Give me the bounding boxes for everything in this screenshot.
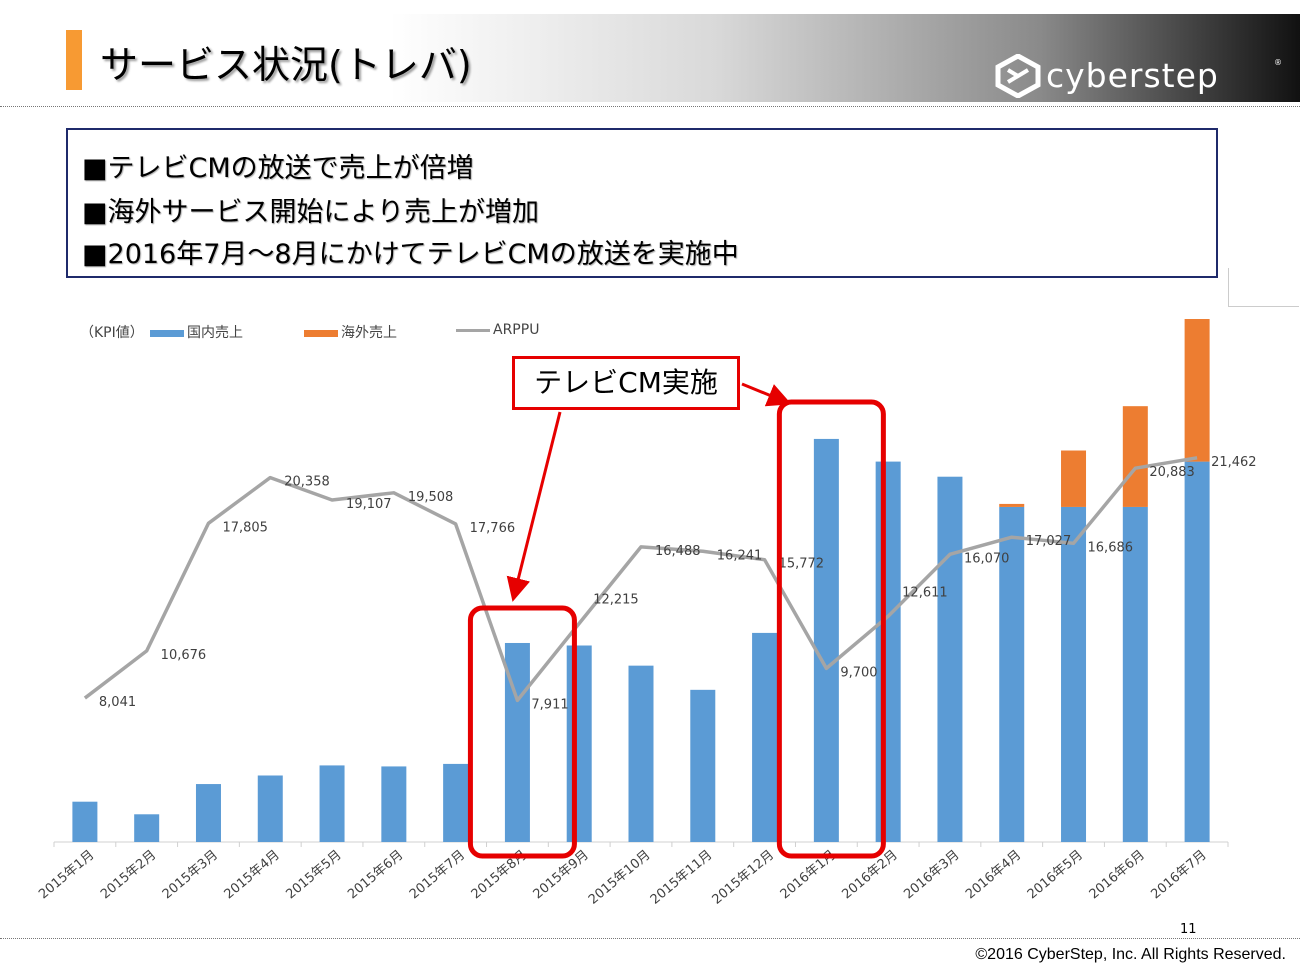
bar-domestic <box>628 665 654 842</box>
arppu-data-label: 20,883 <box>1149 465 1195 480</box>
legend-label-arppu: ARPPU <box>493 322 540 338</box>
arppu-data-label: 7,911 <box>531 697 568 712</box>
arppu-data-label: 16,070 <box>964 551 1010 566</box>
summary-bullet: ■海外サービス開始により売上が増加 <box>82 197 539 228</box>
arppu-data-label: 9,700 <box>840 665 877 680</box>
arppu-data-label: 17,766 <box>470 521 516 536</box>
legend-item-domestic: 国内売上 <box>150 322 243 342</box>
arppu-data-label: 17,027 <box>1026 534 1072 549</box>
arppu-data-label: 16,488 <box>655 544 701 559</box>
page-number: 11 <box>1180 922 1197 937</box>
summary-bullet: ■2016年7月～8月にかけてテレビCMの放送を実施中 <box>82 239 739 270</box>
logo-wordmark: cyberstep <box>1046 56 1219 95</box>
legend-item-arppu: ARPPU <box>456 322 539 342</box>
page-title: サービス状況(トレバ) <box>100 43 472 87</box>
arppu-data-label: 17,805 <box>222 520 268 535</box>
callout-arrow <box>741 382 792 407</box>
bar-domestic <box>1184 461 1210 842</box>
footer-divider <box>0 938 1300 939</box>
bar-overseas <box>1184 319 1210 462</box>
legend-swatch-arppu <box>456 328 490 332</box>
x-tick-label: 2016年4月 <box>963 848 1024 903</box>
bar-domestic <box>381 766 407 842</box>
bar-domestic <box>195 784 221 842</box>
highlight-box <box>467 605 577 859</box>
bar-domestic <box>999 506 1025 842</box>
x-tick-label: 2016年6月 <box>1087 848 1148 903</box>
tv-cm-callout: テレビCM実施 <box>512 356 740 410</box>
summary-bullet: ■テレビCMの放送で売上が倍増 <box>82 153 474 184</box>
x-tick-label: 2016年7月 <box>1148 848 1209 903</box>
arppu-data-label: 16,686 <box>1088 540 1134 555</box>
title-accent-bar <box>66 30 82 90</box>
bar-overseas <box>1122 406 1148 507</box>
legend-label-domestic: 国内売上 <box>187 325 243 341</box>
chart-unit-label: （KPI値） <box>80 325 144 341</box>
arppu-data-label: 21,462 <box>1211 455 1257 470</box>
bar-domestic <box>937 476 963 842</box>
arppu-data-label: 12,215 <box>593 592 639 607</box>
bar-domestic <box>690 689 716 842</box>
legend-swatch-domestic <box>150 329 184 337</box>
bar-domestic <box>813 438 839 842</box>
x-tick-label: 2015年3月 <box>160 848 221 903</box>
bar-domestic <box>134 814 160 842</box>
arppu-data-label: 12,611 <box>902 585 948 600</box>
arppu-data-label: 16,241 <box>717 548 763 563</box>
x-tick-label: 2015年6月 <box>345 848 406 903</box>
copyright-text: ©2016 CyberStep, Inc. All Rights Reserve… <box>975 946 1286 963</box>
bar-domestic <box>443 763 469 842</box>
x-tick-label: 2015年1月 <box>36 848 97 903</box>
x-tick-label: 2016年3月 <box>901 848 962 903</box>
x-tick-label: 2015年4月 <box>222 848 283 903</box>
bar-overseas <box>1061 450 1087 507</box>
bar-domestic <box>752 632 778 842</box>
legend-label-overseas: 海外売上 <box>341 325 397 341</box>
bar-overseas <box>999 503 1025 507</box>
decorative-corner <box>1228 268 1299 307</box>
arppu-data-label: 10,676 <box>161 648 207 663</box>
arppu-data-label: 20,358 <box>284 475 330 490</box>
x-tick-label: 2015年7月 <box>407 848 468 903</box>
bar-domestic <box>319 765 345 842</box>
header-banner: サービス状況(トレバ) cyberstep ® <box>0 14 1300 102</box>
bar-domestic <box>1061 506 1087 842</box>
arppu-data-label: 15,772 <box>779 557 825 572</box>
x-tick-label: 2015年10月 <box>586 848 654 908</box>
x-tick-label: 2015年11月 <box>648 848 716 908</box>
logo-registered-mark: ® <box>1274 58 1282 67</box>
legend-swatch-overseas <box>304 329 338 337</box>
bar-domestic <box>875 461 901 842</box>
summary-box: ■テレビCMの放送で売上が倍増 ■海外サービス開始により売上が増加 ■2016年… <box>66 128 1218 278</box>
arppu-data-label: 19,508 <box>408 490 454 505</box>
highlight-box <box>776 399 886 859</box>
cyberstep-logo-icon <box>995 54 1041 98</box>
bar-domestic <box>1122 506 1148 842</box>
arppu-data-label: 19,107 <box>346 497 392 512</box>
x-tick-label: 2015年12月 <box>710 848 778 908</box>
header-divider <box>0 106 1300 107</box>
bar-domestic <box>72 801 98 842</box>
bar-domestic <box>566 645 592 842</box>
x-tick-label: 2016年5月 <box>1025 848 1086 903</box>
x-tick-label: 2015年2月 <box>98 848 159 903</box>
callout-arrow <box>506 411 562 602</box>
bar-domestic <box>257 775 283 842</box>
arppu-data-label: 8,041 <box>99 695 136 710</box>
x-tick-label: 2015年5月 <box>283 848 344 903</box>
arppu-line <box>83 456 1198 703</box>
sales-chart: 8,041 10,676 17,805 20,358 19,107 19,508 17,76… <box>36 319 1257 908</box>
legend-item-overseas: 海外売上 <box>304 322 397 342</box>
cyberstep-logo: cyberstep ® <box>992 54 1282 104</box>
